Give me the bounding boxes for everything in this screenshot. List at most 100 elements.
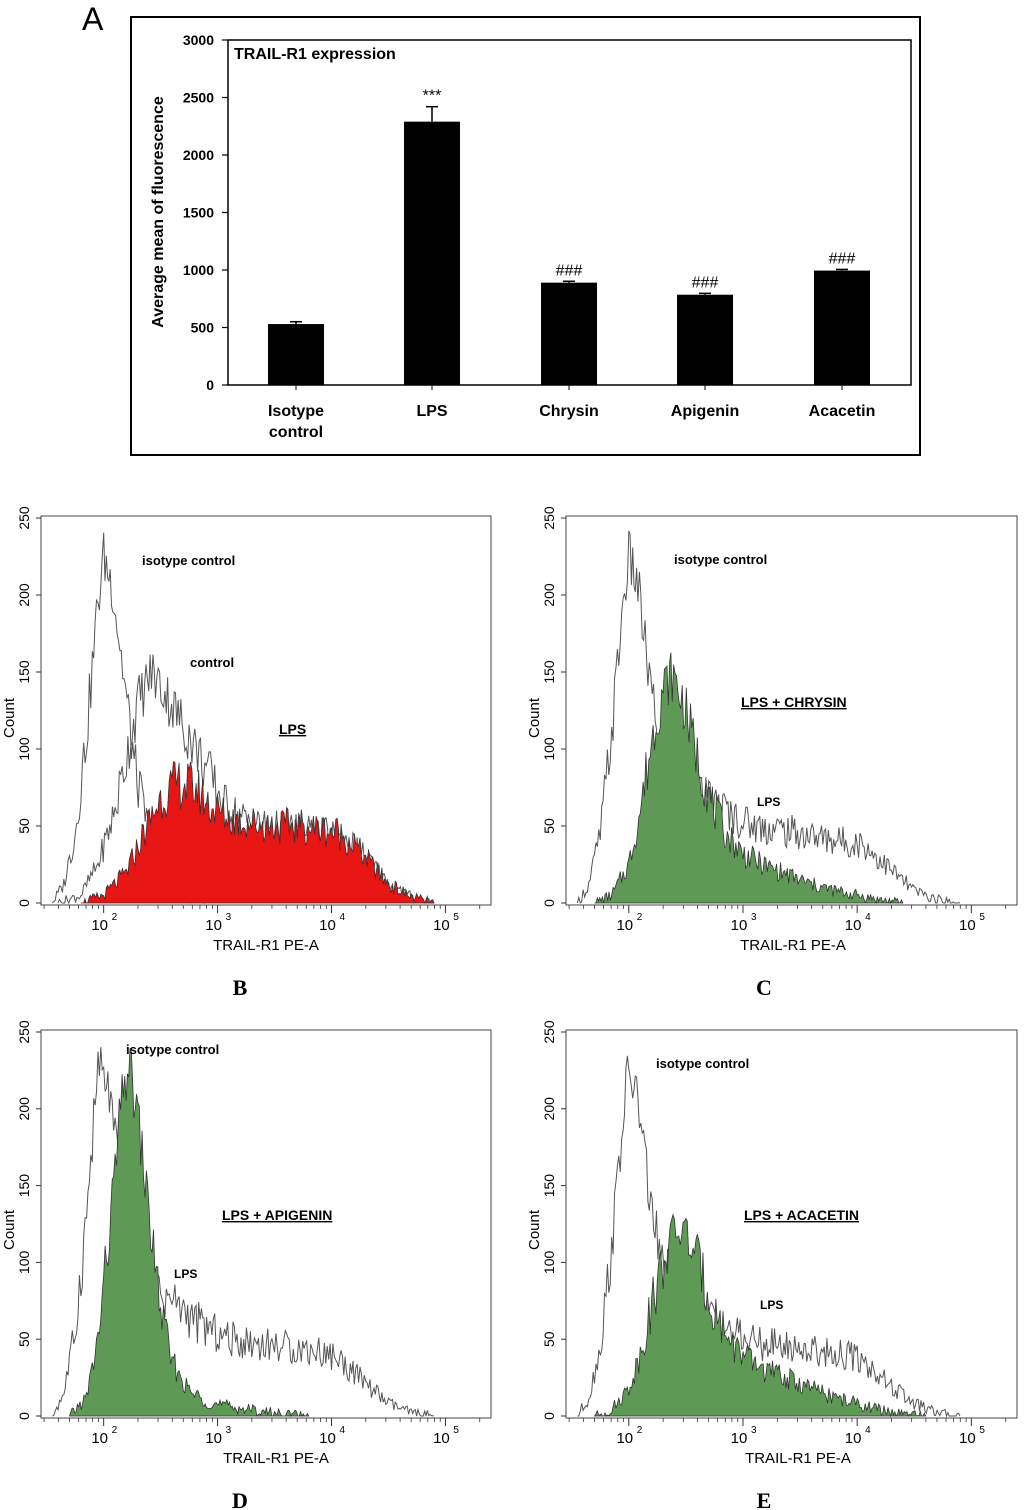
y-tick-label: 50 (16, 818, 32, 834)
x-tick-exponent: 5 (453, 1425, 459, 1436)
x-tick-exponent: 5 (979, 912, 985, 923)
x-tick-label: 10 (845, 1430, 862, 1447)
y-tick-label: 250 (541, 506, 557, 530)
panel-label-b: B (233, 975, 248, 1000)
significance-mark: *** (423, 88, 442, 105)
y-tick-label: 500 (191, 320, 215, 336)
panel-label-c: C (756, 975, 772, 1000)
label-treatment: LPS + CHRYSIN (741, 694, 847, 710)
y-tick-label: 0 (16, 1412, 32, 1420)
x-tick-exponent: 2 (637, 912, 643, 923)
histogram-outline-isotype-control (577, 1055, 961, 1418)
plot-area (565, 1029, 1018, 1419)
y-axis-label: Count (526, 697, 543, 738)
x-tick-label: 10 (731, 1430, 748, 1447)
panel-a-title: TRAIL-R1 expression (234, 46, 396, 63)
x-tick-label: 10 (616, 917, 633, 934)
significance-mark: ### (829, 250, 856, 267)
significance-mark: ### (692, 274, 719, 291)
label-isotype-control: isotype control (126, 1042, 219, 1057)
plot-area (40, 515, 492, 906)
x-tick-exponent: 4 (865, 912, 871, 923)
significance-mark: ### (556, 262, 583, 279)
plot-area (565, 515, 1018, 906)
panel-label-a: A (82, 1, 104, 37)
x-tick-label: 10 (616, 1430, 633, 1447)
y-tick-label: 250 (541, 1020, 557, 1044)
panel-a: A TRAIL-R1 expression Average mean of fl… (82, 1, 921, 456)
label-treatment: LPS (279, 721, 306, 737)
x-tick-label: 10 (319, 1430, 336, 1447)
panel-label-e: E (757, 1488, 772, 1510)
y-tick-label: 0 (541, 1412, 557, 1420)
x-tick-exponent: 3 (751, 912, 757, 923)
plot-area (40, 1029, 492, 1419)
histogram-outline-isotype-control (576, 530, 961, 904)
x-tick-label: 10 (959, 1430, 976, 1447)
y-tick-label: 1000 (183, 262, 214, 278)
y-tick-label: 0 (16, 899, 32, 907)
label-isotype-control: isotype control (142, 553, 235, 568)
histogram-filled-lps (80, 761, 435, 904)
x-tick-label: LPS (416, 403, 447, 420)
panel-a-frame (130, 16, 921, 456)
y-axis-label: Count (1, 697, 18, 738)
x-tick-exponent: 4 (340, 912, 346, 923)
label-lps: LPS (760, 1298, 783, 1312)
label-isotype-control: isotype control (674, 552, 767, 567)
y-tick-label: 200 (541, 1097, 557, 1121)
bar-isotype-control (268, 324, 324, 385)
y-tick-label: 250 (16, 1020, 32, 1044)
x-tick-label: 10 (845, 917, 862, 934)
y-tick-label: 100 (541, 1251, 557, 1275)
y-tick-label: 50 (541, 1331, 557, 1347)
x-tick-label: 10 (433, 917, 450, 934)
y-tick-label: 100 (16, 1251, 32, 1275)
x-axis-label: TRAIL-R1 PE-A (745, 1450, 851, 1467)
x-tick-exponent: 3 (226, 912, 232, 923)
bar-chrysin (541, 282, 597, 385)
y-tick-label: 2000 (183, 147, 214, 163)
x-tick-label: 10 (319, 917, 336, 934)
x-tick-exponent: 4 (865, 1425, 871, 1436)
label-treatment: LPS + APIGENIN (222, 1207, 332, 1223)
y-axis-label: Count (1, 1209, 18, 1250)
x-tick-exponent: 5 (979, 1425, 985, 1436)
x-tick-label: Isotype (268, 403, 324, 420)
label-treatment: LPS + ACACETIN (744, 1207, 859, 1223)
x-tick-label: 10 (205, 917, 222, 934)
x-tick-exponent: 2 (637, 1425, 643, 1436)
y-tick-label: 3000 (183, 32, 214, 48)
x-tick-exponent: 2 (112, 912, 118, 923)
x-tick-label: Apigenin (671, 403, 739, 420)
y-tick-label: 150 (16, 660, 32, 684)
y-tick-label: 100 (16, 737, 32, 761)
histogram-filled-lps-apigenin (68, 1048, 310, 1418)
y-axis-label: Count (526, 1209, 543, 1250)
x-axis-label: TRAIL-R1 PE-A (740, 937, 846, 954)
bar-apigenin (677, 294, 733, 385)
bar-acacetin (814, 270, 870, 385)
y-tick-label: 0 (206, 377, 214, 393)
y-tick-label: 200 (541, 583, 557, 607)
x-tick-exponent: 3 (751, 1425, 757, 1436)
y-tick-label: 2500 (183, 90, 214, 106)
bar-lps (404, 121, 460, 386)
x-tick-label: 10 (91, 1430, 108, 1447)
label-control: control (190, 655, 234, 670)
x-tick-label: 10 (731, 917, 748, 934)
y-tick-label: 50 (16, 1331, 32, 1347)
y-tick-label: 1500 (183, 205, 214, 221)
y-tick-label: 0 (541, 899, 557, 907)
label-lps: LPS (174, 1267, 197, 1281)
panel-label-d: D (232, 1488, 248, 1510)
x-tick-exponent: 4 (340, 1425, 346, 1436)
x-tick-label: Acacetin (809, 403, 876, 420)
x-tick-label: control (269, 424, 323, 441)
panel-a-y-axis: 0 500 1000 1500 2000 2500 3000 (183, 32, 228, 393)
